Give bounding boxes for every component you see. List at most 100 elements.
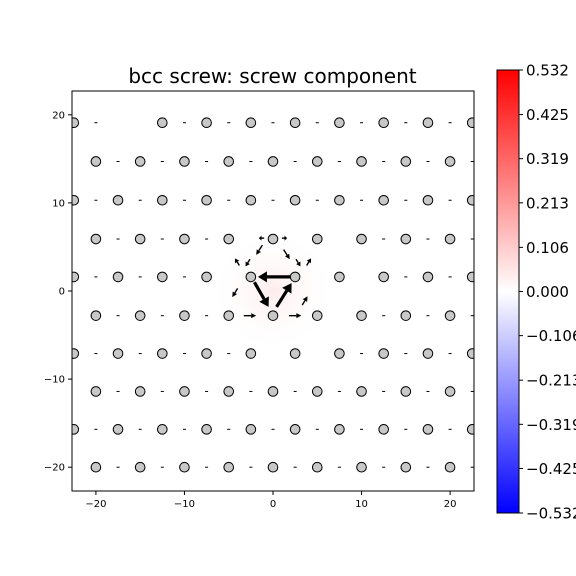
atom-marker xyxy=(72,117,80,129)
atom-marker xyxy=(311,386,323,397)
plot-area xyxy=(71,90,475,492)
atom-marker xyxy=(334,194,345,206)
colorbar-tick-label: 0.319 xyxy=(526,150,569,168)
atom-marker xyxy=(311,461,323,473)
atom-marker xyxy=(245,194,257,206)
displacement-arrow xyxy=(256,244,263,255)
arrow-head xyxy=(257,271,267,283)
atom-marker xyxy=(378,424,389,435)
atom-marker xyxy=(334,424,345,435)
atom-marker xyxy=(179,233,190,245)
atom-marker xyxy=(267,310,279,321)
arrow-shaft xyxy=(306,261,310,266)
atom-marker xyxy=(112,348,124,359)
atom-marker xyxy=(134,386,146,397)
atom-marker xyxy=(201,194,212,206)
atom-marker xyxy=(289,117,301,129)
arrow-shaft xyxy=(275,289,289,308)
displacement-arrow xyxy=(306,258,312,266)
colorbar-tick-label: 0.106 xyxy=(526,239,569,257)
x-tick-label: −20 xyxy=(85,499,106,510)
displacement-arrow xyxy=(258,235,265,241)
atom-marker xyxy=(334,348,345,359)
y-tick-label: 20 xyxy=(52,110,65,121)
atom-marker xyxy=(72,348,80,359)
atom-marker xyxy=(157,271,168,283)
x-tick-label: −10 xyxy=(174,499,195,510)
atom-marker xyxy=(223,386,235,397)
arrow-shaft xyxy=(253,281,266,300)
displacement-arrow xyxy=(234,258,240,266)
atom-marker xyxy=(72,271,80,283)
arrow-shaft xyxy=(258,244,263,252)
y-tick-label: 0 xyxy=(59,287,65,298)
colorbar-tick-label: −0.425 xyxy=(526,460,576,478)
atom-marker xyxy=(422,271,434,283)
arrow-head xyxy=(282,283,292,294)
atom-marker xyxy=(466,117,474,129)
atom-marker xyxy=(267,156,279,167)
arrow-head xyxy=(232,291,237,298)
atom-marker xyxy=(157,194,168,206)
atom-marker xyxy=(356,310,367,321)
arrow-head xyxy=(296,313,302,319)
atom-marker xyxy=(334,271,345,283)
arrow-head xyxy=(251,313,257,319)
atom-marker xyxy=(134,461,146,473)
atom-marker xyxy=(134,233,146,245)
arrow-head xyxy=(259,296,269,307)
atom-marker xyxy=(134,310,146,321)
atom-marker xyxy=(444,233,456,245)
atom-marker xyxy=(90,461,102,473)
y-axis: −20 −10 0 10 20 xyxy=(44,110,72,474)
atom-marker xyxy=(356,386,367,397)
atom-marker xyxy=(400,156,412,167)
atom-marker xyxy=(157,424,168,435)
x-tick-label: 0 xyxy=(270,499,276,510)
atom-marker xyxy=(245,424,257,435)
displacement-arrow xyxy=(288,313,302,319)
atom-marker xyxy=(223,233,235,245)
atom-marker xyxy=(400,310,412,321)
displacement-arrow xyxy=(275,283,292,308)
atom-marker xyxy=(157,348,168,359)
y-tick-label: −20 xyxy=(44,463,65,474)
arrow-shaft xyxy=(295,258,299,264)
atom-marker xyxy=(201,117,212,129)
atom-marker xyxy=(444,461,456,473)
colorbar-gradient xyxy=(496,69,520,514)
atom-marker xyxy=(289,194,301,206)
atom-marker xyxy=(444,156,456,167)
atom-marker xyxy=(289,271,301,283)
atom-marker xyxy=(422,348,434,359)
y-tick-label: 10 xyxy=(52,198,65,209)
atom-marker xyxy=(90,233,102,245)
atom-marker xyxy=(378,271,389,283)
atom-marker xyxy=(444,386,456,397)
atom-marker xyxy=(444,310,456,321)
atom-marker xyxy=(356,461,367,473)
atom-marker xyxy=(223,156,235,167)
displacement-arrow xyxy=(232,287,239,298)
atom-marker xyxy=(267,386,279,397)
atom-marker xyxy=(466,424,474,435)
arrow-head xyxy=(302,296,308,302)
displacement-arrow xyxy=(257,271,291,283)
atom-marker xyxy=(466,348,474,359)
arrow-head xyxy=(258,235,262,241)
atom-marker xyxy=(157,117,168,129)
colorbar-tick-label: −0.319 xyxy=(526,416,576,434)
atom-marker xyxy=(378,194,389,206)
atom-marker xyxy=(112,271,124,283)
field-glow xyxy=(211,229,335,353)
atom-marker xyxy=(400,233,412,245)
colorbar-tick-label: 0.213 xyxy=(526,194,569,212)
atom-marker xyxy=(201,348,212,359)
arrow-head xyxy=(296,261,301,267)
x-tick-label: 20 xyxy=(444,499,457,510)
displacement-arrow xyxy=(295,258,301,267)
atom-marker xyxy=(201,271,212,283)
atom-marker xyxy=(72,424,80,435)
atom-marker xyxy=(356,233,367,245)
atom-marker xyxy=(245,348,257,359)
